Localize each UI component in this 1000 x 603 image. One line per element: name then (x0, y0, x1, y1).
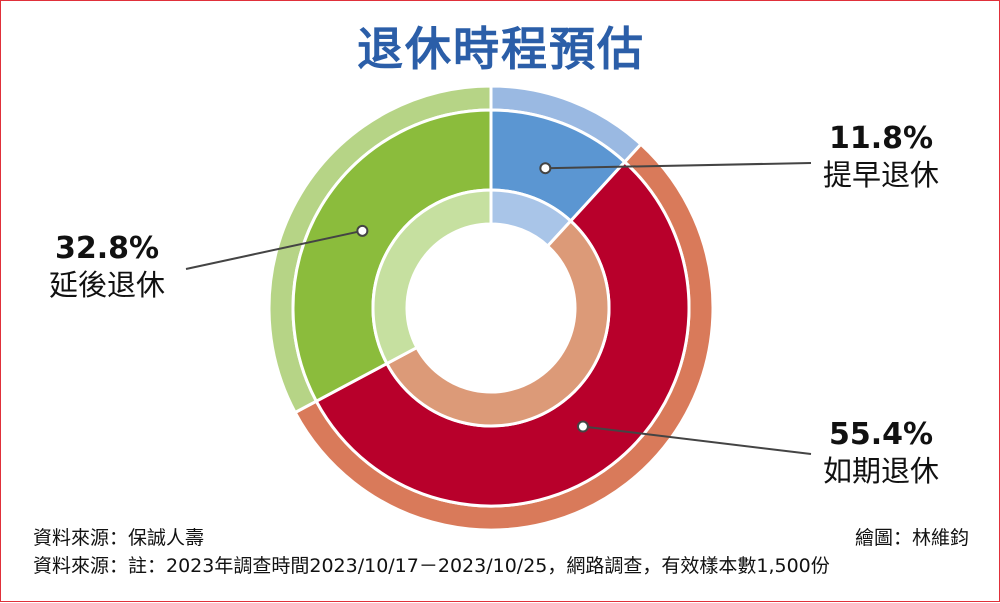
leader-line-early (545, 162, 812, 170)
chart-title: 退休時程預估 (357, 22, 645, 76)
label-delayed-value: 32.8% (54, 231, 160, 266)
leader-dot-delayed (356, 224, 369, 237)
label-delayed-name: 延後退休 (48, 268, 165, 302)
label-early-name: 提早退休 (822, 158, 939, 192)
label-ontime-name: 如期退休 (822, 454, 939, 488)
label-ontime: 55.4% 如期退休 (801, 417, 961, 489)
donut-hole (407, 224, 575, 392)
label-ontime-value: 55.4% (828, 417, 934, 452)
footer: 資料來源：保誠人壽 繪圖：林維鈞 (33, 526, 969, 550)
label-early-value: 11.8% (828, 121, 934, 156)
footer-survey: 資料來源：註：2023年調查時間2023/10/17－2023/10/25，網路… (33, 554, 969, 578)
label-delayed: 32.8% 延後退休 (27, 231, 187, 303)
credit-note: 繪圖：林維鈞 (854, 527, 969, 549)
leader-dot-ontime (576, 420, 589, 433)
label-early: 11.8% 提早退休 (801, 121, 961, 193)
leader-line-ontime (582, 425, 812, 455)
survey-note: 資料來源：註：2023年調查時間2023/10/17－2023/10/25，網路… (33, 555, 830, 577)
source-note: 資料來源：保誠人壽 (33, 527, 205, 549)
leader-dot-early (539, 162, 552, 175)
leader-line-delayed (185, 229, 363, 270)
